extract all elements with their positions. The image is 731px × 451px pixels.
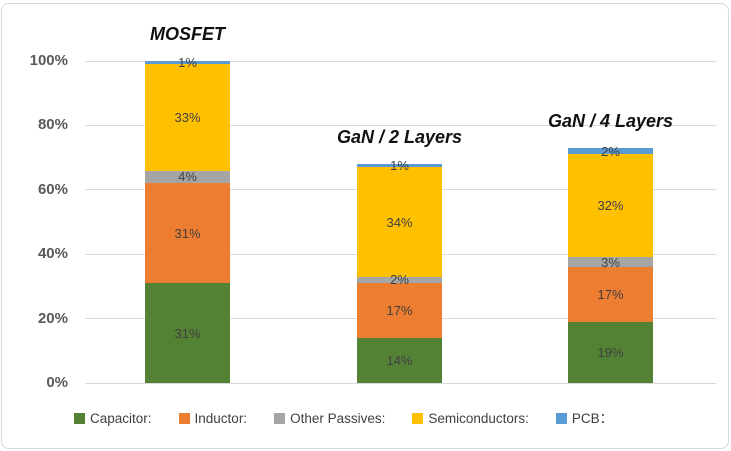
legend-label: Other Passives: bbox=[290, 411, 386, 426]
bar-segment-pcb: 1% bbox=[145, 56, 230, 69]
bar-gan-4-layers: 19% 17% 3% 32% 2% bbox=[568, 145, 653, 383]
data-label: 1% bbox=[178, 55, 197, 71]
y-axis-tick-label: 0% bbox=[46, 374, 68, 391]
y-axis-tick-label: 20% bbox=[37, 309, 68, 327]
bar-segment-pcb: 2% bbox=[568, 145, 653, 158]
legend-swatch-icon bbox=[274, 413, 286, 425]
data-label: 4% bbox=[178, 169, 197, 185]
data-label: 17% bbox=[597, 286, 624, 302]
bar-segment-capacitor: 19% bbox=[568, 321, 653, 383]
bar-segment-inductor: 17% bbox=[357, 283, 442, 338]
data-label: 1% bbox=[390, 158, 409, 174]
chart-legend: Capacitor: Inductor: Other Passives: Semico… bbox=[74, 412, 613, 426]
data-label: 14% bbox=[386, 352, 413, 368]
category-title: MOSFET bbox=[150, 24, 225, 44]
bar-segment-other-passives: 3% bbox=[568, 254, 653, 270]
data-label: 2% bbox=[601, 143, 620, 159]
bar-segment-inductor: 31% bbox=[145, 183, 230, 284]
gridline-80 bbox=[85, 124, 716, 126]
data-label: 34% bbox=[386, 214, 413, 230]
bar-segment-capacitor: 14% bbox=[357, 337, 442, 383]
bar-gan-2-layers: 14% 17% 2% 34% 1% bbox=[357, 159, 442, 383]
data-label: 2% bbox=[390, 272, 409, 288]
legend-label: PCB： bbox=[571, 411, 614, 426]
bar-segment-capacitor: 31% bbox=[145, 283, 230, 383]
y-axis-tick-label: 80% bbox=[37, 116, 68, 134]
category-title: GaN / 4 Layers bbox=[547, 110, 674, 131]
legend-label: Semiconductors: bbox=[428, 411, 529, 426]
bar-segment-other-passives: 2% bbox=[357, 273, 442, 286]
legend-item-capacitor: Capacitor: bbox=[74, 412, 152, 426]
data-label: 32% bbox=[597, 198, 624, 214]
bar-segment-other-passives: 4% bbox=[145, 169, 230, 185]
bar-mosfet: 31% 31% 4% 33% 1% bbox=[145, 56, 230, 383]
y-axis-tick-label: 40% bbox=[37, 245, 68, 263]
data-label: 31% bbox=[174, 225, 201, 241]
y-axis-tick-label: 100% bbox=[29, 52, 68, 69]
legend-item-semiconductors: Semiconductors: bbox=[412, 412, 529, 426]
legend-label: Inductor: bbox=[194, 411, 248, 426]
plot-area: 0% 20% 40% 60% 80% 100% 31% 31% 4% 33% 1% MOSFET 14%… bbox=[30, 24, 716, 390]
bar-segment-semiconductors: 34% bbox=[357, 167, 442, 277]
legend-item-other-passives: Other Passives: bbox=[274, 412, 385, 426]
y-axis-tick-label: 60% bbox=[37, 180, 68, 198]
legend-label: Capacitor: bbox=[90, 411, 152, 426]
legend-item-pcb: PCB： bbox=[555, 411, 614, 426]
bar-segment-inductor: 17% bbox=[568, 267, 653, 322]
bar-segment-semiconductors: 32% bbox=[568, 154, 653, 258]
gridline-0 bbox=[85, 382, 716, 384]
data-label: 31% bbox=[174, 325, 201, 341]
legend-swatch-icon bbox=[178, 413, 190, 425]
legend-swatch-icon bbox=[74, 413, 85, 425]
data-label: 33% bbox=[174, 109, 201, 125]
bar-segment-pcb: 1% bbox=[357, 159, 442, 172]
data-label: 3% bbox=[601, 254, 620, 270]
legend-swatch-icon bbox=[555, 413, 567, 425]
gridline-100 bbox=[85, 60, 716, 62]
bar-segment-semiconductors: 33% bbox=[145, 64, 230, 171]
legend-item-inductor: Inductor: bbox=[178, 411, 248, 426]
data-label: 19% bbox=[597, 344, 624, 360]
category-title: GaN / 2 Layers bbox=[336, 127, 463, 148]
legend-swatch-icon bbox=[412, 413, 424, 425]
data-label: 17% bbox=[386, 303, 413, 319]
